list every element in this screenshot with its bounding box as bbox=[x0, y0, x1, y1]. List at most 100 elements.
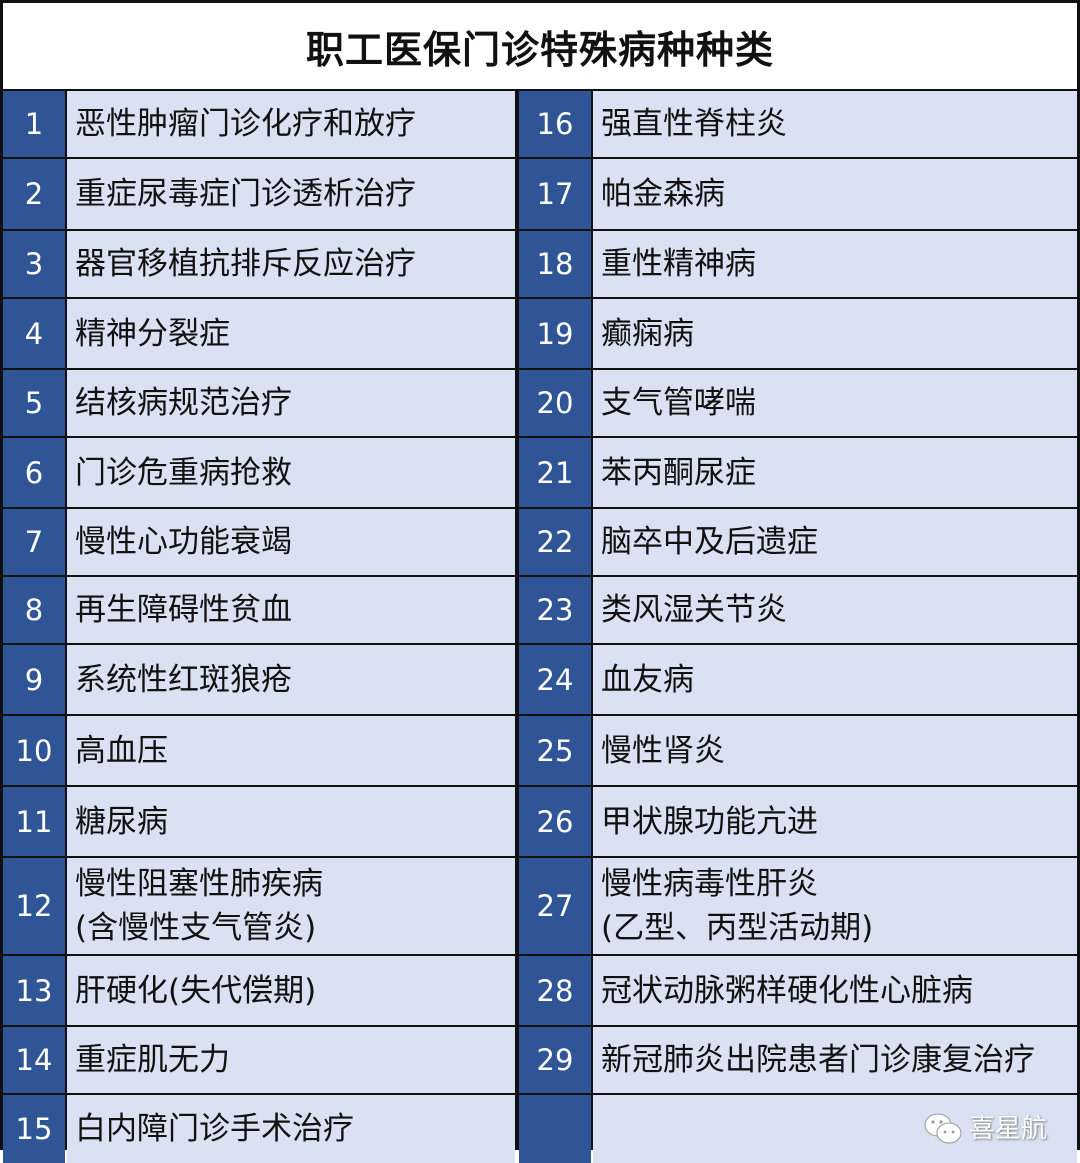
row-number: 4 bbox=[3, 299, 65, 368]
table-row: 5 结核病规范治疗 20 支气管哮喘 bbox=[3, 370, 1077, 436]
row-number: 29 bbox=[519, 1027, 591, 1093]
table-row: 11 糖尿病 26 甲状腺功能亢进 bbox=[3, 787, 1077, 856]
disease-name: 支气管哮喘 bbox=[593, 370, 1077, 436]
disease-name-line: 新冠肺炎出院患者门诊康复治疗 bbox=[601, 1042, 1035, 1078]
row-number: 9 bbox=[3, 645, 65, 714]
row-number: 15 bbox=[3, 1095, 65, 1163]
disease-name-line: 类风湿关节炎 bbox=[601, 592, 787, 628]
disease-name-line: 强直性脊柱炎 bbox=[601, 106, 787, 142]
disease-name: 系统性红斑狼疮 bbox=[67, 645, 515, 714]
disease-name-line: 结核病规范治疗 bbox=[75, 385, 292, 421]
disease-name: 高血压 bbox=[67, 716, 515, 785]
disease-name-line: 门诊危重病抢救 bbox=[75, 454, 292, 491]
row-number: 5 bbox=[3, 370, 65, 436]
row-number: 22 bbox=[519, 509, 591, 575]
disease-name-line: 再生障碍性贫血 bbox=[75, 592, 292, 628]
disease-name: 甲状腺功能亢进 bbox=[593, 787, 1077, 856]
disease-name-line: 帕金森病 bbox=[601, 176, 725, 212]
table-title: 职工医保门诊特殊病种种类 bbox=[3, 3, 1077, 89]
disease-name: 慢性心功能衰竭 bbox=[67, 509, 515, 575]
watermark: 喜星航 bbox=[923, 1107, 1047, 1151]
disease-name: 帕金森病 bbox=[593, 159, 1077, 229]
disease-name-line: 慢性心功能衰竭 bbox=[75, 524, 292, 560]
disease-name: 结核病规范治疗 bbox=[67, 370, 515, 436]
disease-name: 喜星航 bbox=[593, 1095, 1077, 1163]
disease-name-line: 苯丙酮尿症 bbox=[601, 454, 756, 491]
disease-name: 苯丙酮尿症 bbox=[593, 438, 1077, 507]
disease-name-line: 高血压 bbox=[75, 732, 168, 769]
disease-name-line: 白内障门诊手术治疗 bbox=[75, 1111, 354, 1147]
disease-name-line: 肝硬化(失代偿期) bbox=[75, 972, 317, 1009]
disease-name-line: 血友病 bbox=[601, 661, 694, 698]
row-number: 21 bbox=[519, 438, 591, 507]
row-number: 25 bbox=[519, 716, 591, 785]
disease-name-line: 精神分裂症 bbox=[75, 315, 230, 352]
disease-name-line: (含慢性支气管炎) bbox=[75, 910, 317, 946]
disease-name-line: 重症尿毒症门诊透析治疗 bbox=[75, 176, 416, 212]
disease-name-line: 癫痫病 bbox=[601, 315, 694, 352]
row-number: 7 bbox=[3, 509, 65, 575]
table-row: 2 重症尿毒症门诊透析治疗 17 帕金森病 bbox=[3, 159, 1077, 229]
table-row: 4 精神分裂症 19 癫痫病 bbox=[3, 299, 1077, 368]
disease-name: 癫痫病 bbox=[593, 299, 1077, 368]
row-number: 27 bbox=[519, 858, 591, 954]
disease-name-line: 慢性病毒性肝炎 bbox=[601, 866, 818, 902]
disease-name: 冠状动脉粥样硬化性心脏病 bbox=[593, 956, 1077, 1025]
row-number: 20 bbox=[519, 370, 591, 436]
disease-name-line: 脑卒中及后遗症 bbox=[601, 524, 818, 560]
disease-name-line: 慢性肾炎 bbox=[601, 732, 725, 769]
disease-name: 新冠肺炎出院患者门诊康复治疗 bbox=[593, 1027, 1077, 1093]
disease-name: 恶性肿瘤门诊化疗和放疗 bbox=[67, 91, 515, 157]
disease-name: 肝硬化(失代偿期) bbox=[67, 956, 515, 1025]
disease-name: 类风湿关节炎 bbox=[593, 577, 1077, 643]
disease-name: 慢性阻塞性肺疾病 (含慢性支气管炎) bbox=[67, 858, 515, 954]
table-row: 15 白内障门诊手术治疗 喜星航 bbox=[3, 1095, 1077, 1163]
disease-name: 血友病 bbox=[593, 645, 1077, 714]
disease-name-line: 糖尿病 bbox=[75, 803, 168, 840]
row-number: 26 bbox=[519, 787, 591, 856]
row-number: 28 bbox=[519, 956, 591, 1025]
disease-name: 门诊危重病抢救 bbox=[67, 438, 515, 507]
disease-name: 再生障碍性贫血 bbox=[67, 577, 515, 643]
table-row: 14 重症肌无力 29 新冠肺炎出院患者门诊康复治疗 bbox=[3, 1027, 1077, 1093]
disease-name-line: 重症肌无力 bbox=[75, 1042, 230, 1078]
disease-name-line: 重性精神病 bbox=[601, 246, 756, 282]
table-row: 1 恶性肿瘤门诊化疗和放疗 16 强直性脊柱炎 bbox=[3, 91, 1077, 157]
disease-name-line: (乙型、丙型活动期) bbox=[601, 910, 874, 946]
disease-name-line: 冠状动脉粥样硬化性心脏病 bbox=[601, 972, 973, 1009]
table-row: 10 高血压 25 慢性肾炎 bbox=[3, 716, 1077, 785]
disease-name: 脑卒中及后遗症 bbox=[593, 509, 1077, 575]
row-number: 24 bbox=[519, 645, 591, 714]
row-number: 11 bbox=[3, 787, 65, 856]
table-row: 7 慢性心功能衰竭 22 脑卒中及后遗症 bbox=[3, 509, 1077, 575]
disease-name: 重症肌无力 bbox=[67, 1027, 515, 1093]
table-row: 13 肝硬化(失代偿期) 28 冠状动脉粥样硬化性心脏病 bbox=[3, 956, 1077, 1025]
row-number: 13 bbox=[3, 956, 65, 1025]
disease-name: 糖尿病 bbox=[67, 787, 515, 856]
row-number: 3 bbox=[3, 231, 65, 297]
table-row: 12 慢性阻塞性肺疾病 (含慢性支气管炎) 27 慢性病毒性肝炎 (乙型、丙型活动期) bbox=[3, 858, 1077, 954]
table-row: 6 门诊危重病抢救 21 苯丙酮尿症 bbox=[3, 438, 1077, 507]
row-number: 16 bbox=[519, 91, 591, 157]
disease-name: 白内障门诊手术治疗 bbox=[67, 1095, 515, 1163]
disease-name-line: 支气管哮喘 bbox=[601, 385, 756, 421]
disease-name: 精神分裂症 bbox=[67, 299, 515, 368]
disease-name: 器官移植抗排斥反应治疗 bbox=[67, 231, 515, 297]
row-number: 12 bbox=[3, 858, 65, 954]
row-number: 14 bbox=[3, 1027, 65, 1093]
disease-name: 强直性脊柱炎 bbox=[593, 91, 1077, 157]
disease-name-line: 系统性红斑狼疮 bbox=[75, 661, 292, 698]
row-number: 18 bbox=[519, 231, 591, 297]
disease-name: 重性精神病 bbox=[593, 231, 1077, 297]
wechat-icon bbox=[924, 1113, 962, 1144]
row-number: 1 bbox=[3, 91, 65, 157]
row-number: 2 bbox=[3, 159, 65, 229]
disease-name: 慢性病毒性肝炎 (乙型、丙型活动期) bbox=[593, 858, 1077, 954]
watermark-text: 喜星航 bbox=[968, 1114, 1047, 1144]
row-number: 8 bbox=[3, 577, 65, 643]
table-row: 3 器官移植抗排斥反应治疗 18 重性精神病 bbox=[3, 231, 1077, 297]
row-number: 19 bbox=[519, 299, 591, 368]
row-number: 10 bbox=[3, 716, 65, 785]
disease-name-line: 器官移植抗排斥反应治疗 bbox=[75, 246, 416, 282]
table-row: 9 系统性红斑狼疮 24 血友病 bbox=[3, 645, 1077, 714]
